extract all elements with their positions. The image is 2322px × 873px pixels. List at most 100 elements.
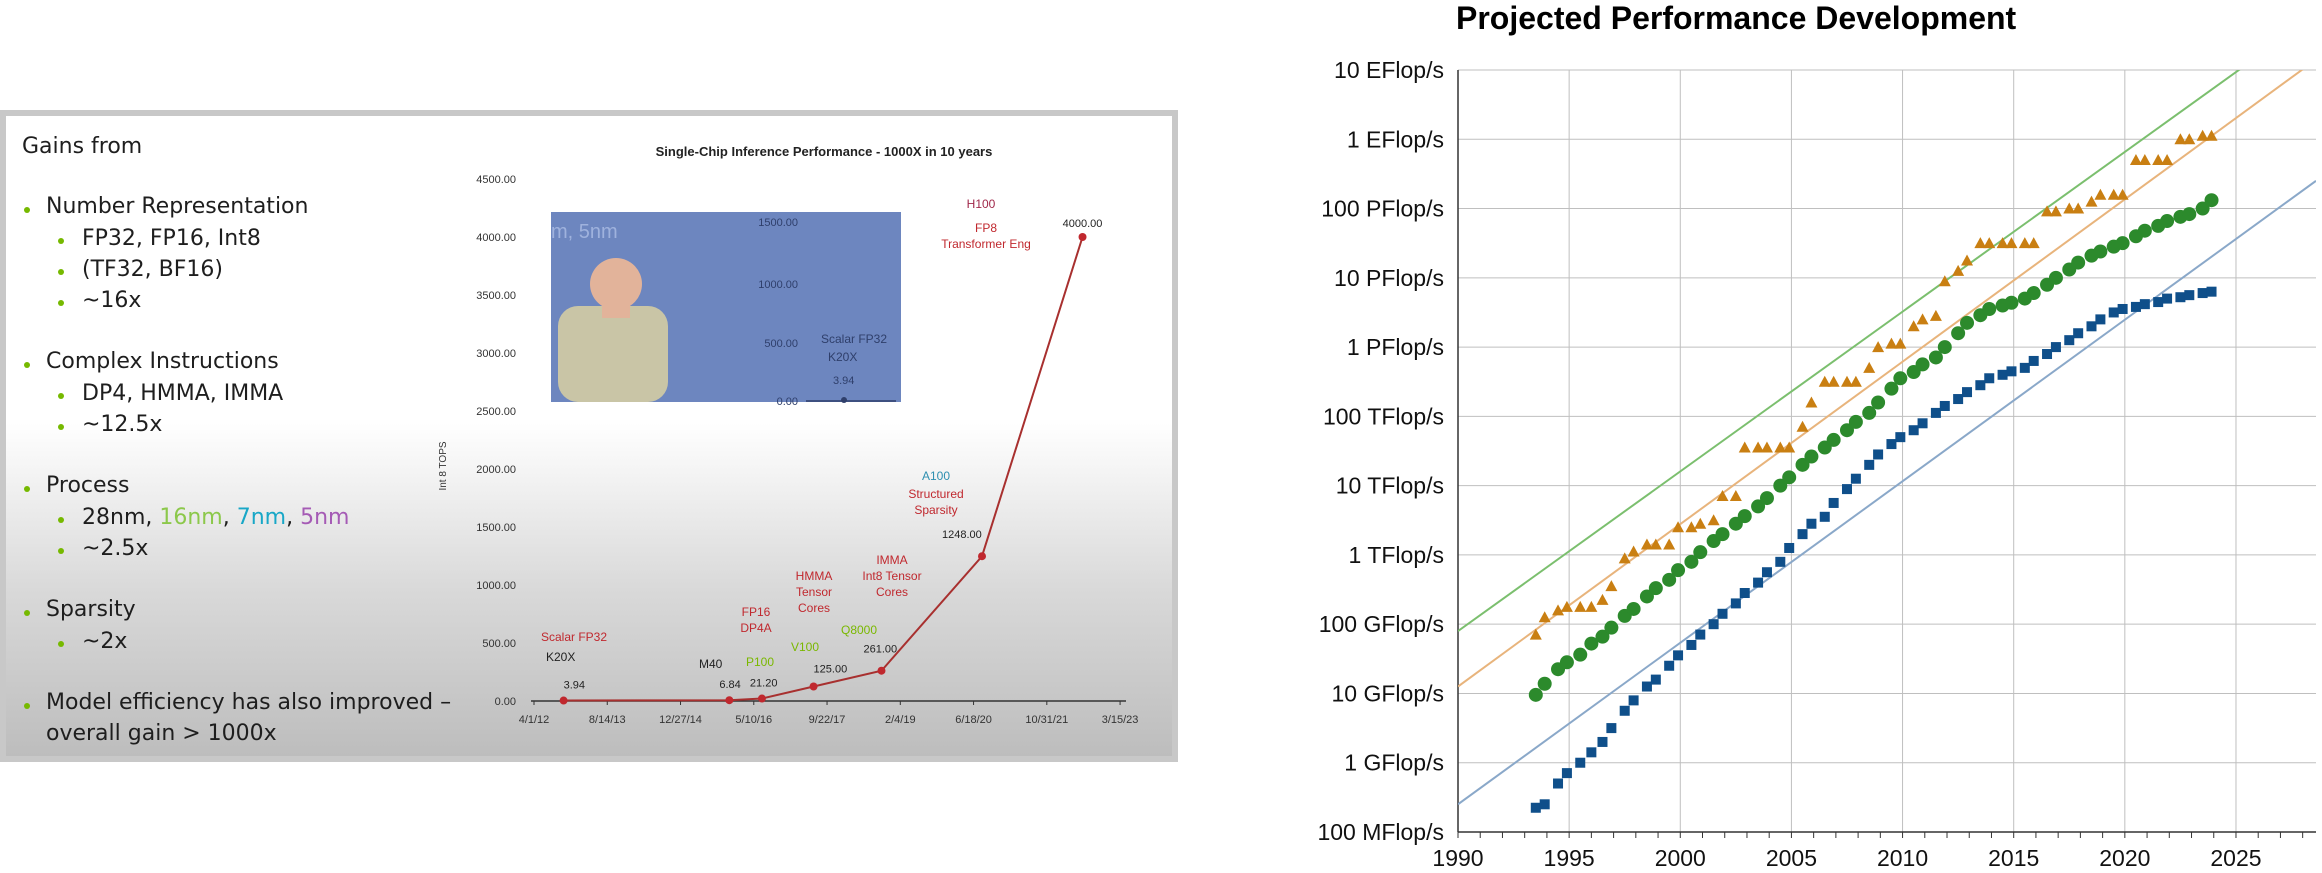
- x-tick-label: 5/10/16: [735, 714, 772, 726]
- point-sum: [1715, 527, 1730, 542]
- x-tick-label: 1990: [1432, 845, 1483, 871]
- point-n500: [2095, 314, 2106, 325]
- point-n1: [1529, 628, 1542, 640]
- point-n500: [2073, 328, 2084, 339]
- point-n1: [1818, 375, 1831, 387]
- point-n500: [1597, 736, 1608, 747]
- sub-bullet: DP4, HMMA, IMMA: [82, 381, 284, 406]
- sub-bullet-process-nodes: 28nm, 16nm, 7nm, 5nm: [82, 505, 349, 530]
- point-n1: [1894, 337, 1907, 349]
- value-label: 21.20: [750, 678, 778, 690]
- point-n500: [1953, 394, 1964, 405]
- point-sum: [2195, 201, 2210, 216]
- point-n500: [1997, 369, 2008, 380]
- point-sum: [1773, 478, 1788, 493]
- point-n500: [1664, 660, 1675, 671]
- point-sum: [1893, 371, 1908, 386]
- point-n1: [1574, 600, 1587, 612]
- point-sum: [1995, 298, 2010, 313]
- point-n500: [1819, 511, 1830, 522]
- annot-h100: H100: [967, 197, 996, 211]
- y-tick-label: 1000.00: [476, 580, 516, 592]
- point-n1: [2129, 154, 2142, 166]
- point-n500: [1641, 681, 1652, 692]
- point-n500: [1586, 747, 1597, 758]
- point-n1: [1774, 441, 1787, 453]
- point-n500: [2086, 321, 2097, 332]
- point-n1: [1627, 545, 1640, 557]
- annot-dp4a: DP4A: [740, 621, 771, 635]
- annot-p100: P100: [746, 655, 774, 669]
- point-n500: [2019, 362, 2030, 373]
- point-sum: [1795, 457, 1810, 472]
- bullet-dot: [24, 486, 30, 492]
- x-tick-label: 8/14/13: [589, 714, 626, 726]
- x-tick-label: 10/31/21: [1025, 714, 1068, 726]
- video-mini-label: Scalar FP32: [821, 332, 887, 346]
- point-n1: [1605, 580, 1618, 592]
- video-mini-sub: K20X: [828, 350, 857, 364]
- point-n500: [1686, 639, 1697, 650]
- y-tick-label: 10 TFlop/s: [1336, 473, 1444, 499]
- point-sum: [2151, 218, 2166, 233]
- point-sum: [1951, 326, 1966, 341]
- video-overlay: m, 5nm 1500.00 1000.00 500.00 0.00 Scalar FP3…: [551, 212, 901, 408]
- sub-bullet-dot: [58, 300, 64, 306]
- annot-hmma-tensor: Tensor: [796, 585, 832, 599]
- point-n1: [2063, 202, 2076, 214]
- trend-line-n500: [1458, 180, 2316, 806]
- point-n500: [1717, 608, 1728, 619]
- point-n500: [2162, 293, 2173, 304]
- point-n500: [1730, 598, 1741, 609]
- annot-fp16: FP16: [742, 605, 771, 619]
- y-tick-label: 10 GFlop/s: [1332, 680, 1445, 706]
- point-n1: [2161, 154, 2174, 166]
- point-sum: [1573, 647, 1588, 662]
- comma: ,: [286, 505, 301, 530]
- y-tick-label: 1 GFlop/s: [1344, 750, 1444, 776]
- x-tick-label: 2020: [2099, 845, 2150, 871]
- point-sum: [2115, 236, 2130, 251]
- point-n500: [1619, 705, 1630, 716]
- point-n500: [1895, 432, 1906, 443]
- sub-bullet: (TF32, BF16): [82, 257, 223, 282]
- point-n500: [2206, 286, 2217, 297]
- video-tick-label: 1500.00: [758, 217, 798, 229]
- point-sum: [1982, 301, 1997, 316]
- point-n500: [1917, 418, 1928, 429]
- point-n1: [1640, 538, 1653, 550]
- point-n1: [1872, 341, 1885, 353]
- data-point-k20x: [559, 696, 568, 705]
- point-sum: [1728, 516, 1743, 531]
- point-n500: [2042, 349, 2053, 360]
- point-n1: [1663, 538, 1676, 550]
- sub-bullet-dot: [58, 641, 64, 647]
- slide-heading: Gains from: [22, 134, 143, 159]
- point-n1: [1552, 604, 1565, 616]
- point-sum: [1693, 545, 1708, 560]
- bullet-process: Process: [46, 473, 130, 498]
- point-n500: [1828, 497, 1839, 508]
- x-tick-label: 6/18/20: [955, 714, 992, 726]
- data-point-a100: [978, 552, 987, 561]
- sub-bullet-dot: [58, 424, 64, 430]
- annot-m40: M40: [699, 657, 723, 671]
- point-sum: [1662, 572, 1677, 587]
- point-n1: [1796, 420, 1809, 432]
- point-n500: [2197, 288, 2208, 299]
- data-point-p100: [757, 694, 766, 703]
- point-sum: [1737, 509, 1752, 524]
- sub-bullet-dot: [58, 517, 64, 523]
- point-n500: [1841, 484, 1852, 495]
- data-point-q8000: [877, 666, 886, 675]
- data-point-h100: [1078, 233, 1087, 241]
- point-n500: [2117, 303, 2128, 314]
- node-7nm: 7nm: [236, 505, 287, 530]
- point-n1: [1907, 320, 1920, 332]
- point-n1: [1805, 396, 1818, 408]
- value-label: 6.84: [719, 679, 740, 691]
- point-n1: [1694, 517, 1707, 529]
- bullet-dot: [24, 207, 30, 213]
- sub-bullet: FP32, FP16, Int8: [82, 226, 261, 251]
- bullet-number-representation: Number Representation: [46, 194, 309, 219]
